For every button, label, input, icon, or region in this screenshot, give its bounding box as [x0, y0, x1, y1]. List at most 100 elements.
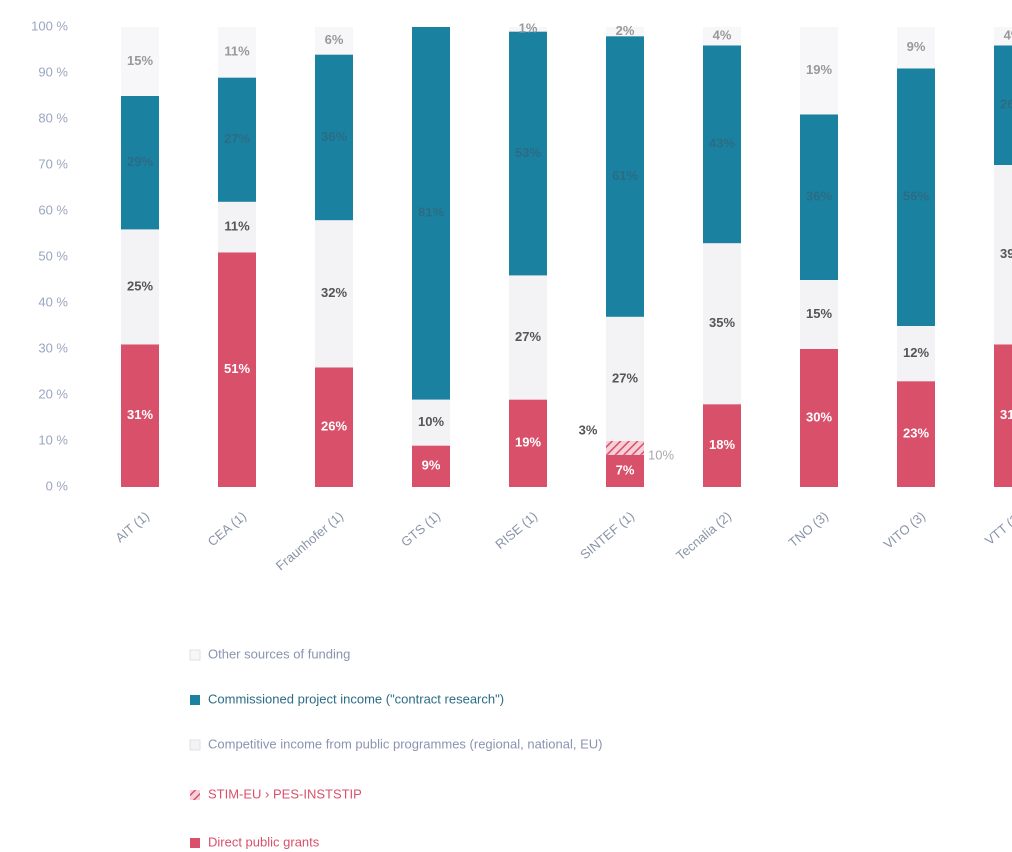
- data-label: 81%: [418, 205, 444, 220]
- legend-swatch: [190, 695, 200, 705]
- data-label: 35%: [709, 315, 735, 330]
- bar-segment: [218, 201, 256, 253]
- x-tick-group: Tecnalia (2): [673, 508, 734, 563]
- x-tick-group: VITO (3): [880, 508, 928, 551]
- data-label: 31%: [1000, 407, 1012, 422]
- x-tick-group: VTT (2): [982, 508, 1012, 548]
- data-label: 19%: [515, 435, 541, 450]
- bar-segment: [509, 275, 547, 400]
- x-tick-label: CEA (1): [205, 508, 250, 549]
- bar-segment: [509, 27, 547, 32]
- bar-segment: [897, 68, 935, 327]
- x-tick-label: GTS (1): [398, 508, 443, 549]
- x-tick-group: Fraunhofer (1): [273, 508, 346, 573]
- y-tick-label: 30 %: [38, 340, 68, 355]
- y-tick-label: 80 %: [38, 110, 68, 125]
- data-label: 19%: [806, 62, 832, 77]
- data-label: 27%: [612, 370, 638, 385]
- data-label: 15%: [127, 53, 153, 68]
- bar-segment: [994, 165, 1012, 345]
- legend-label: STIM-EU › PES-INSTSTIP: [208, 786, 362, 801]
- x-tick-group: RISE (1): [492, 508, 540, 552]
- legend-label: Other sources of funding: [208, 646, 350, 661]
- data-label: 26%: [1000, 97, 1012, 112]
- data-label: 9%: [907, 39, 926, 54]
- data-label: 11%: [224, 219, 250, 234]
- bar-segment: [218, 252, 256, 487]
- bar-segment: [703, 243, 741, 405]
- bar-segment: [897, 381, 935, 487]
- bar-segment: [509, 399, 547, 487]
- legend-swatch: [189, 739, 201, 751]
- data-label: 3%: [579, 422, 598, 437]
- data-label: 2%: [616, 23, 635, 38]
- bar-segment: [412, 399, 450, 446]
- data-label: 27%: [515, 329, 541, 344]
- data-label: 31%: [127, 407, 153, 422]
- bar-segment: [509, 31, 547, 276]
- legend-label: Competitive income from public programme…: [208, 736, 603, 751]
- y-tick-label: 10 %: [38, 432, 68, 447]
- data-label: 15%: [806, 306, 832, 321]
- data-label: 11%: [224, 44, 250, 59]
- bar-segment: [994, 45, 1012, 165]
- bar-segment: [412, 27, 450, 400]
- x-tick-label: SINTEF (1): [577, 508, 637, 562]
- bar-segment: [606, 36, 644, 317]
- data-label: 6%: [325, 32, 344, 47]
- data-label: 30%: [806, 409, 832, 424]
- annotation: 10%: [648, 447, 674, 462]
- bar-segment: [121, 96, 159, 230]
- data-label: 12%: [903, 345, 929, 360]
- legend-swatch: [190, 838, 200, 848]
- x-tick-group: SINTEF (1): [577, 508, 637, 562]
- data-label: 4%: [1004, 28, 1012, 43]
- legend-swatch: [189, 649, 201, 661]
- bar-segment: [315, 367, 353, 487]
- data-label: 53%: [515, 145, 541, 160]
- data-label: 36%: [806, 189, 832, 204]
- bar-segment: [121, 27, 159, 96]
- legend-label: Direct public grants: [208, 834, 320, 849]
- data-label: 27%: [224, 131, 250, 146]
- x-tick-label: AIT (1): [112, 508, 152, 545]
- x-tick-label: RISE (1): [492, 508, 540, 552]
- data-label: 32%: [321, 285, 347, 300]
- bar-segment: [606, 454, 644, 487]
- bar-segment: [606, 27, 644, 37]
- bar-segment: [703, 45, 741, 244]
- y-tick-label: 20 %: [38, 386, 68, 401]
- data-label: 25%: [127, 278, 153, 293]
- data-label: 1%: [519, 21, 538, 36]
- y-tick-label: 70 %: [38, 156, 68, 171]
- data-label: 29%: [127, 154, 153, 169]
- bar-segment: [703, 27, 741, 46]
- x-tick-group: TNO (3): [786, 508, 832, 550]
- bar-segment: [703, 404, 741, 487]
- y-tick-label: 0 %: [46, 478, 69, 493]
- bar-segment: [800, 114, 838, 281]
- bar-segment: [412, 445, 450, 487]
- data-label: 9%: [422, 458, 441, 473]
- bar-segment: [800, 349, 838, 487]
- y-tick-label: 50 %: [38, 248, 68, 263]
- x-tick-label: TNO (3): [786, 508, 832, 550]
- x-tick-group: CEA (1): [205, 508, 250, 549]
- bar-segment: [994, 344, 1012, 487]
- bar-segment: [800, 27, 838, 115]
- bar-segment: [800, 280, 838, 349]
- bar-segment: [606, 316, 644, 441]
- y-tick-label: 100 %: [31, 18, 68, 33]
- x-tick-label: Tecnalia (2): [673, 508, 734, 563]
- bar-segment: [121, 344, 159, 487]
- bar-segment: [897, 326, 935, 382]
- x-tick-group: GTS (1): [398, 508, 443, 549]
- data-label: 51%: [224, 361, 250, 376]
- bar-segment: [994, 27, 1012, 46]
- data-label: 23%: [903, 426, 929, 441]
- data-label: 7%: [616, 462, 635, 477]
- bar-segment: [606, 441, 644, 455]
- bar-segment: [315, 54, 353, 221]
- y-tick-label: 90 %: [38, 64, 68, 79]
